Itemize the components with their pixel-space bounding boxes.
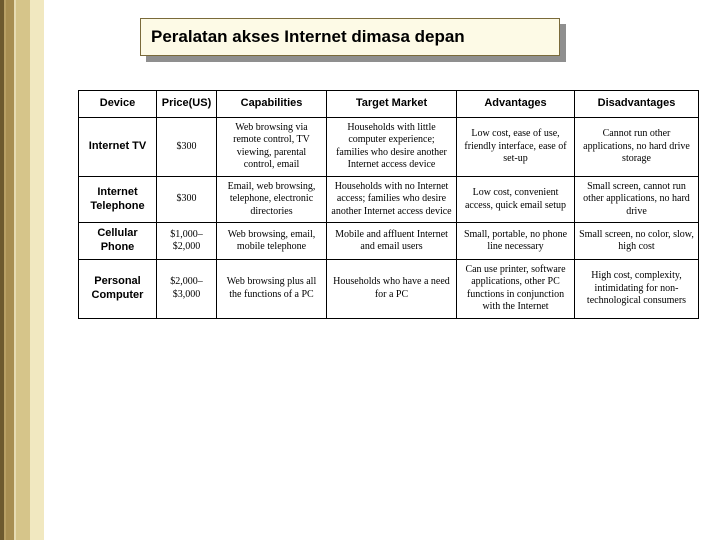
- border-stripe: [0, 0, 4, 540]
- cell-capabilities: Web browsing via remote control, TV view…: [217, 117, 327, 176]
- comparison-table: Device Price(US) Capabilities Target Mar…: [78, 90, 699, 319]
- col-header-disadvantages: Disadvantages: [575, 91, 699, 118]
- table-row: Cellular Phone $1,000–$2,000 Web browsin…: [79, 223, 699, 260]
- table-row: Personal Computer $2,000–$3,000 Web brow…: [79, 259, 699, 318]
- cell-target: Households with no Internet access; fami…: [327, 176, 457, 223]
- cell-advantages: Low cost, convenient access, quick email…: [457, 176, 575, 223]
- table-header-row: Device Price(US) Capabilities Target Mar…: [79, 91, 699, 118]
- cell-disadvantages: Small screen, no color, slow, high cost: [575, 223, 699, 260]
- cell-target: Mobile and affluent Internet and email u…: [327, 223, 457, 260]
- col-header-capabilities: Capabilities: [217, 91, 327, 118]
- cell-price: $2,000–$3,000: [157, 259, 217, 318]
- cell-target: Households with little computer experien…: [327, 117, 457, 176]
- col-header-device: Device: [79, 91, 157, 118]
- col-header-price: Price(US): [157, 91, 217, 118]
- border-stripe: [16, 0, 30, 540]
- cell-capabilities: Web browsing plus all the functions of a…: [217, 259, 327, 318]
- cell-target: Households who have a need for a PC: [327, 259, 457, 318]
- cell-device: Personal Computer: [79, 259, 157, 318]
- cell-device: Internet TV: [79, 117, 157, 176]
- table-row: Internet Telephone $300 Email, web brows…: [79, 176, 699, 223]
- cell-price: $300: [157, 176, 217, 223]
- page-title: Peralatan akses Internet dimasa depan: [151, 27, 465, 47]
- cell-capabilities: Email, web browsing, telephone, electron…: [217, 176, 327, 223]
- cell-advantages: Small, portable, no phone line necessary: [457, 223, 575, 260]
- cell-advantages: Can use printer, software applications, …: [457, 259, 575, 318]
- cell-disadvantages: Small screen, cannot run other applicati…: [575, 176, 699, 223]
- cell-device: Internet Telephone: [79, 176, 157, 223]
- border-stripe: [6, 0, 14, 540]
- table-row: Internet TV $300 Web browsing via remote…: [79, 117, 699, 176]
- cell-device: Cellular Phone: [79, 223, 157, 260]
- cell-price: $300: [157, 117, 217, 176]
- col-header-target: Target Market: [327, 91, 457, 118]
- title-container: Peralatan akses Internet dimasa depan: [140, 18, 560, 56]
- col-header-advantages: Advantages: [457, 91, 575, 118]
- decorative-left-border: [0, 0, 44, 540]
- cell-advantages: Low cost, ease of use, friendly interfac…: [457, 117, 575, 176]
- title-box: Peralatan akses Internet dimasa depan: [140, 18, 560, 56]
- cell-capabilities: Web browsing, email, mobile telephone: [217, 223, 327, 260]
- cell-price: $1,000–$2,000: [157, 223, 217, 260]
- comparison-table-container: Device Price(US) Capabilities Target Mar…: [78, 90, 698, 319]
- cell-disadvantages: High cost, complexity, intimidating for …: [575, 259, 699, 318]
- border-stripe: [30, 0, 44, 540]
- cell-disadvantages: Cannot run other applications, no hard d…: [575, 117, 699, 176]
